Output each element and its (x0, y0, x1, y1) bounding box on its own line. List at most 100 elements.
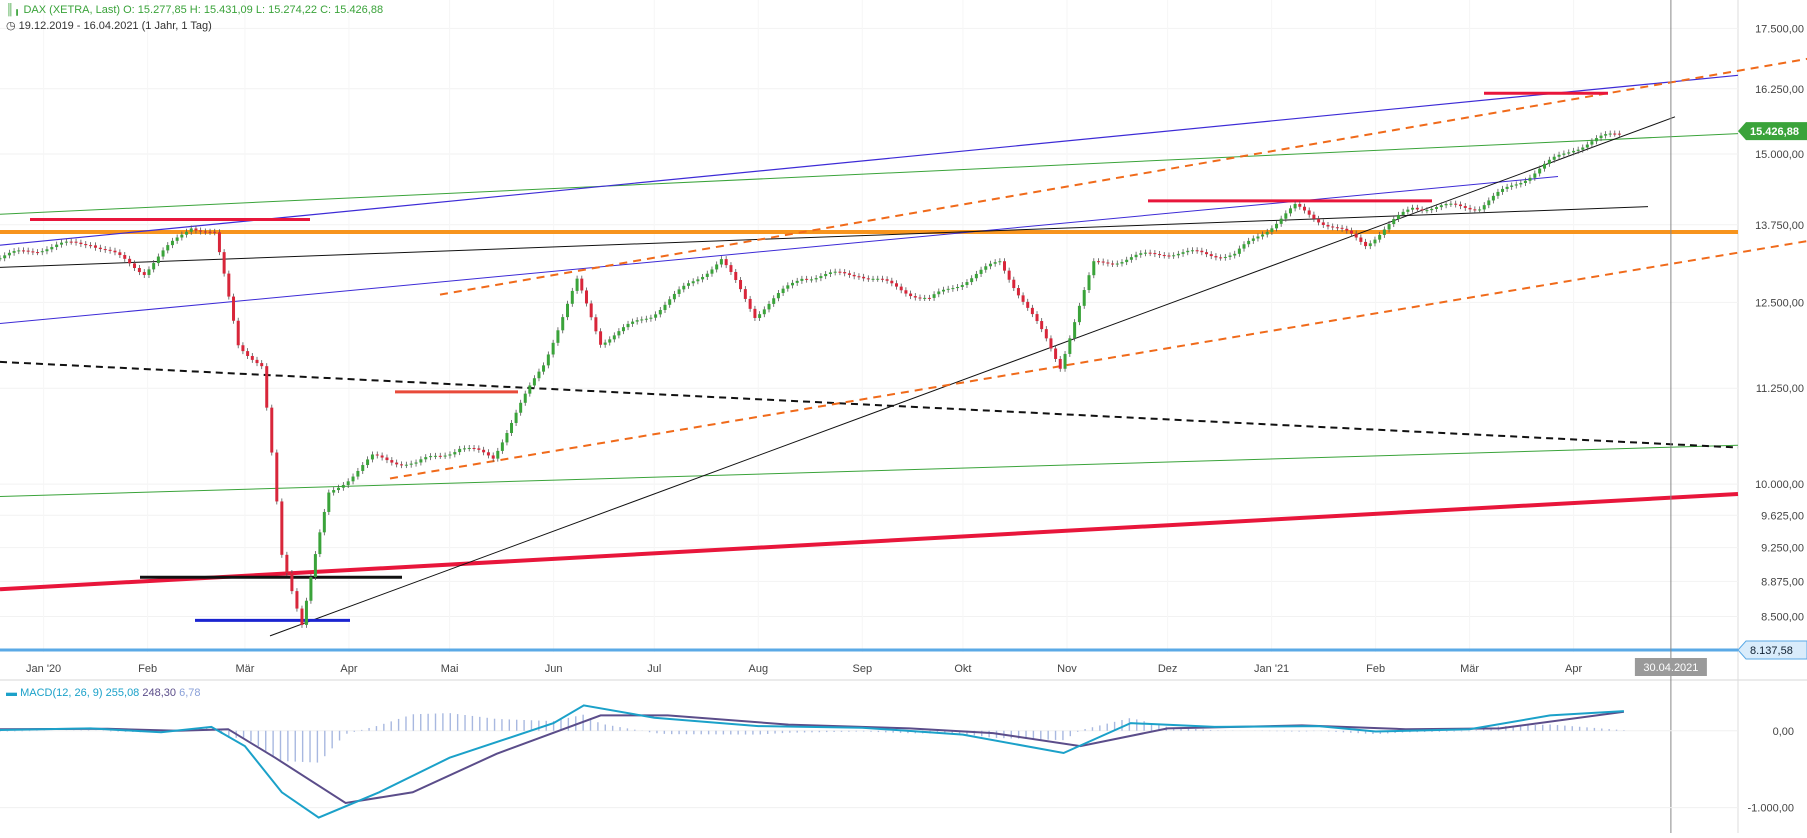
candle-body (21, 250, 25, 252)
candle-body (341, 484, 345, 488)
candle-body (946, 288, 950, 290)
time-tick-label: Mär (1460, 663, 1479, 675)
candle-body (1425, 210, 1429, 212)
candle-body (1205, 252, 1209, 255)
candle-body (510, 422, 514, 434)
candle-body (1251, 238, 1255, 241)
clock-icon: ◷ (6, 20, 16, 32)
candle-body (270, 407, 274, 453)
histogram-value: 6,78 (179, 687, 201, 699)
candle-body (1473, 209, 1477, 211)
candle-body (1172, 255, 1176, 257)
candle-body (566, 303, 570, 318)
candle-body (654, 314, 658, 318)
candle-body (443, 455, 447, 457)
candle-body (1359, 237, 1363, 242)
low-price-badge (1737, 640, 1807, 660)
green-trend-lower (0, 444, 1739, 497)
candle-body (1454, 203, 1458, 205)
candle-body (1298, 203, 1302, 207)
candle-body (1288, 208, 1292, 214)
candle-body (31, 251, 35, 253)
candle-body (1214, 256, 1218, 258)
candle-body (1233, 253, 1237, 256)
candle-body (621, 327, 625, 332)
candle-body (482, 449, 486, 453)
candle-body (1092, 261, 1096, 276)
candle-body (979, 269, 983, 274)
time-tick-label: Sep (853, 663, 873, 675)
orange-dashed-lower (389, 240, 1807, 480)
time-tick-label: Feb (138, 663, 157, 675)
candle-body (594, 317, 598, 332)
candle-body (1021, 295, 1025, 302)
low-value: L: 15.274,22 (255, 4, 318, 16)
candle-body (1134, 254, 1138, 258)
candle-body (1349, 230, 1353, 234)
candle-body (668, 299, 672, 305)
candle-body (809, 279, 813, 281)
candle-body (175, 237, 179, 241)
candle-body (753, 308, 757, 318)
candle-body (941, 289, 945, 292)
candle-body (951, 288, 955, 290)
candle-body (1617, 133, 1621, 135)
candle-body (84, 244, 88, 246)
candle-body (250, 356, 254, 360)
candle-body (1139, 253, 1143, 255)
red-long-trend (0, 491, 1739, 592)
candle-body (1200, 250, 1204, 253)
candle-body (1129, 257, 1133, 260)
candle-body (189, 228, 193, 232)
candle-body (1284, 213, 1288, 219)
candle-body (1458, 204, 1462, 207)
candle-body (366, 459, 370, 466)
candle-body (1007, 270, 1011, 280)
candle-body (561, 317, 565, 331)
candle-body (1415, 207, 1419, 210)
candle-body (974, 273, 978, 279)
candle-body (1335, 227, 1339, 229)
candle-body (89, 245, 93, 247)
candle-body (133, 263, 137, 269)
macd-value: 255,08 (105, 687, 140, 699)
candle-body (36, 252, 40, 254)
candle-body (1510, 185, 1514, 187)
candle-body (1519, 182, 1523, 185)
candle-body (1608, 133, 1612, 135)
candle-body (1321, 222, 1325, 225)
green-trend-upper (0, 133, 1739, 215)
candle-body (691, 281, 695, 284)
candle-body (361, 465, 365, 471)
candle-body (1030, 307, 1034, 315)
candle-body (1392, 219, 1396, 225)
candle-body (236, 320, 240, 346)
candle-body (79, 242, 83, 245)
candle-body (500, 442, 504, 451)
candle-body (222, 252, 226, 274)
candle-body (1368, 243, 1372, 247)
time-tick-label: Jul (647, 663, 661, 675)
candle-body (762, 309, 766, 315)
candle-body (290, 572, 294, 592)
candle-body (346, 481, 350, 485)
candle-body (537, 371, 541, 379)
candle-body (180, 234, 184, 238)
candle-body (631, 321, 635, 324)
candle-body (1125, 259, 1129, 263)
candle-body (137, 268, 141, 273)
candle-body (1303, 206, 1307, 211)
candle-body (866, 278, 870, 280)
candle-body (1463, 206, 1467, 208)
candle-body (285, 554, 289, 573)
candle-body (1270, 228, 1274, 232)
date-range: 19.12.2019 - 16.04.2021 (18, 20, 139, 32)
chart-header: ║╻ DAX (XETRA, Last) O: 15.277,85 H: 15.… (6, 3, 383, 16)
candle-body (828, 272, 832, 274)
candle-body (960, 285, 964, 287)
candle-body (232, 296, 236, 321)
candle-body (453, 452, 457, 455)
candle-body (899, 286, 903, 291)
